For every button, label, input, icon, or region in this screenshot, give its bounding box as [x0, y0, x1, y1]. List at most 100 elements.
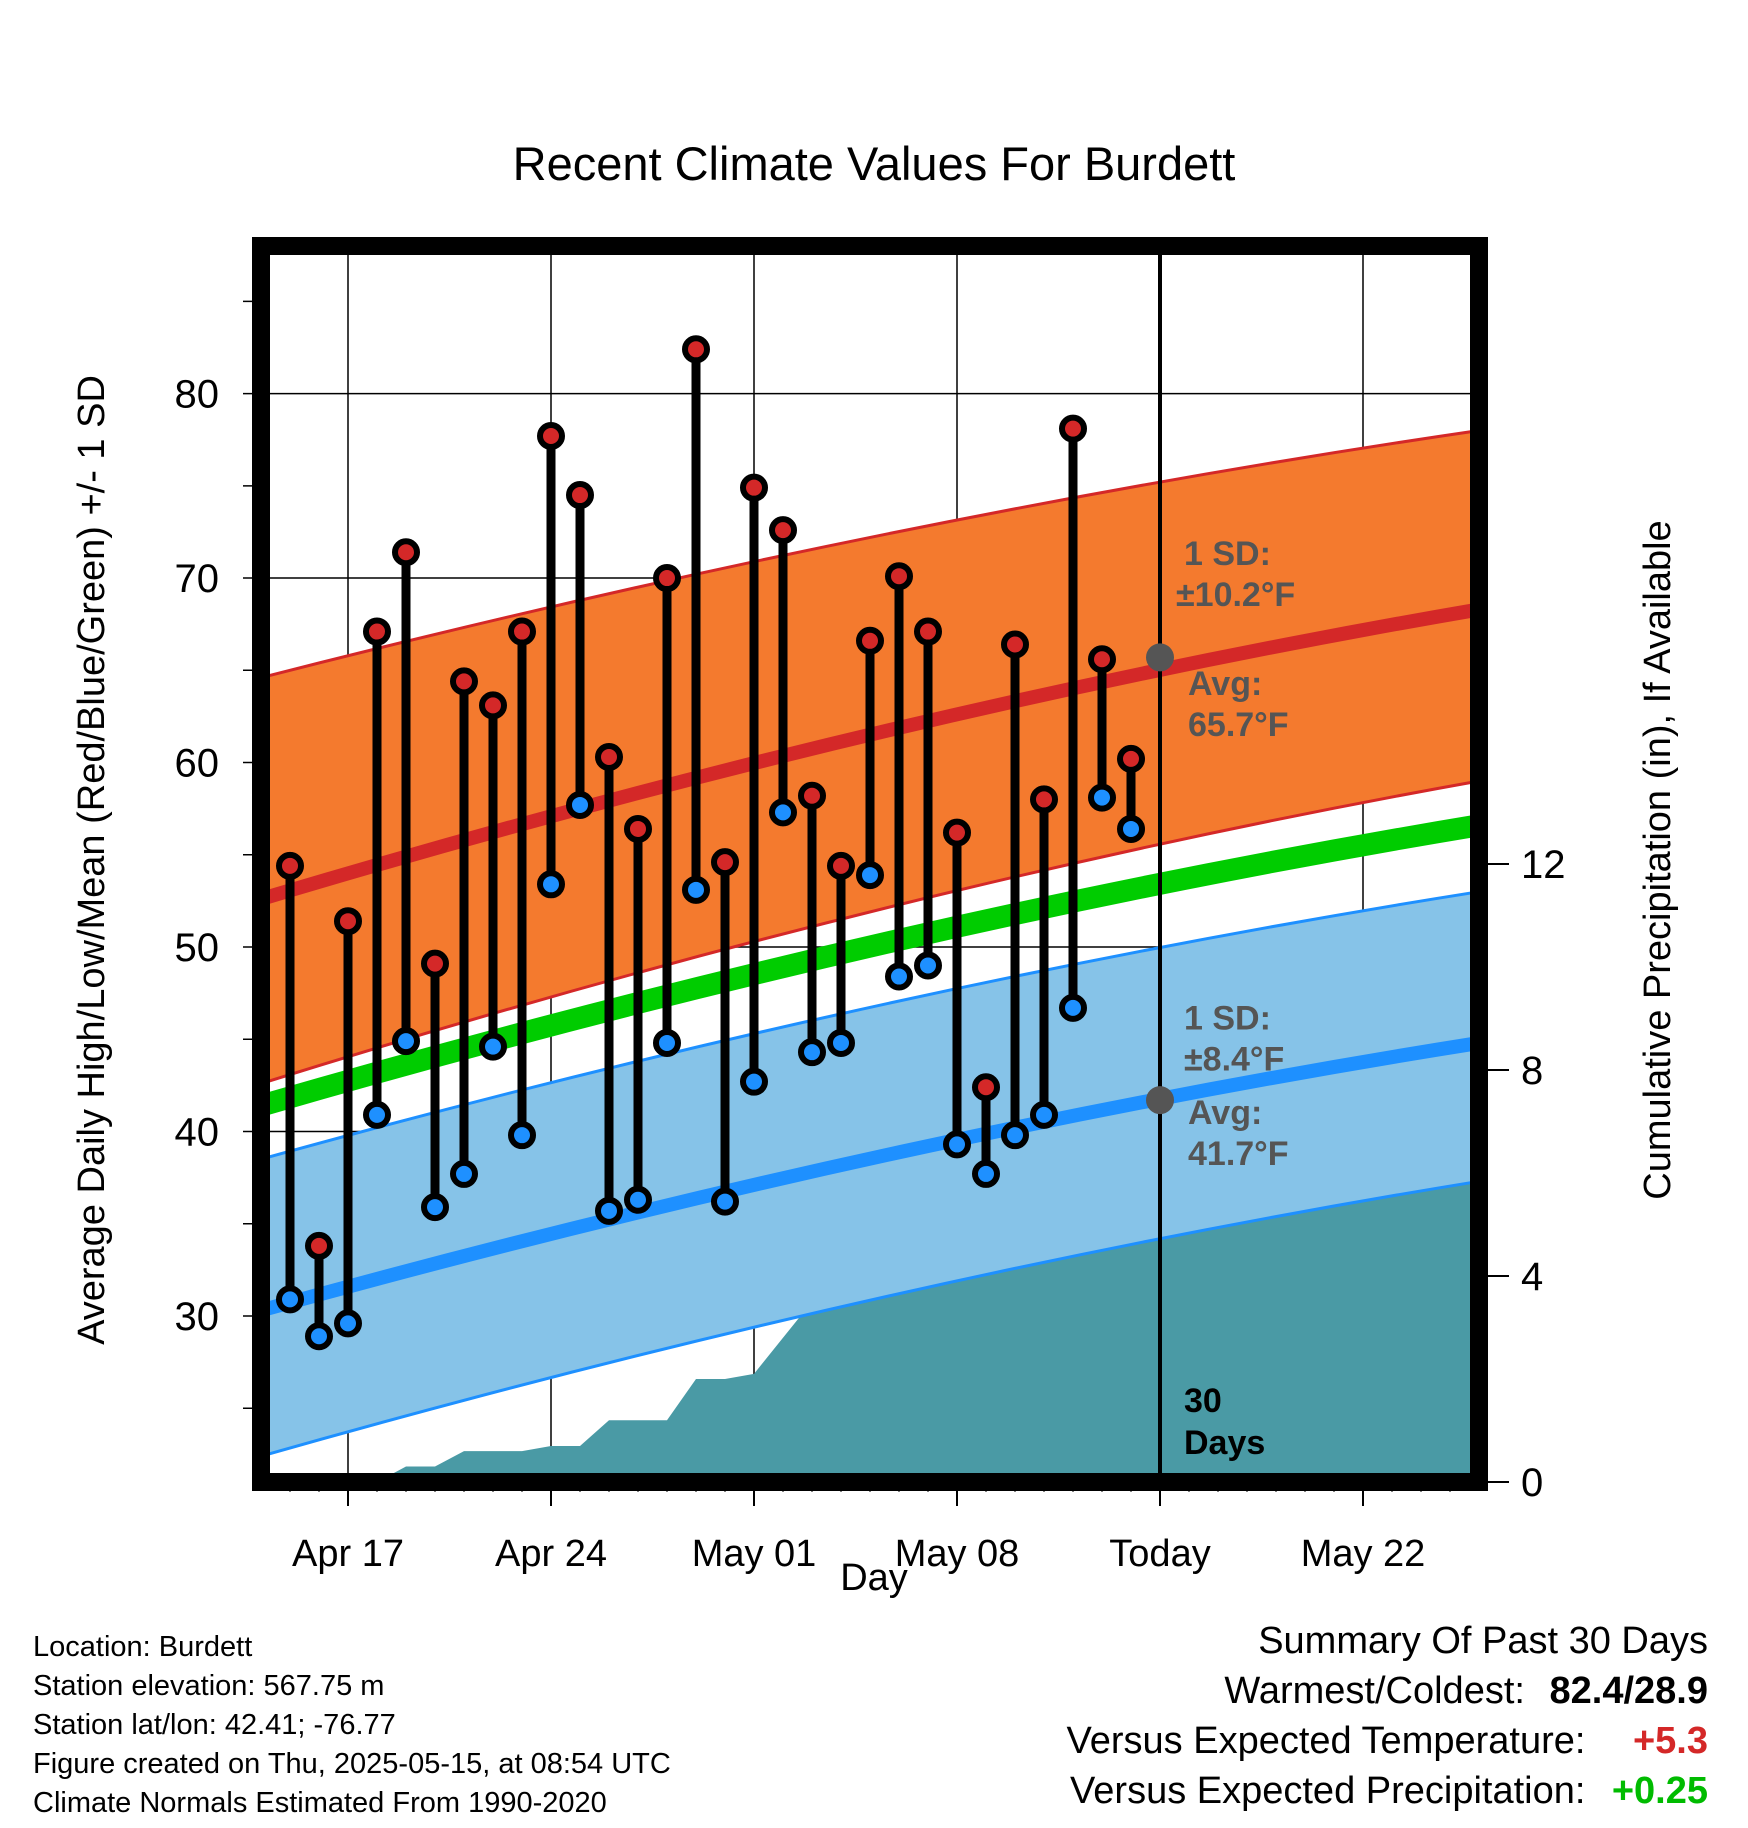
x-tick-label: May 22 — [1301, 1533, 1426, 1575]
low-temp-point — [682, 875, 710, 904]
low-temp-point — [1059, 993, 1087, 1022]
high-sd-annotation: 1 SD: — [1184, 535, 1271, 573]
low-temp-point — [479, 1032, 507, 1061]
low-avg-annotation: 41.7°F — [1188, 1135, 1289, 1173]
low-temp-point — [566, 790, 594, 819]
low-sd-upper-line — [260, 890, 1480, 1161]
y2-tick-label: 12 — [1521, 843, 1566, 887]
high-temp-point — [856, 626, 884, 655]
latlon-text: Station lat/lon: 42.41; -76.77 — [33, 1709, 396, 1741]
station-info: Location: Burdett Station elevation: 567… — [33, 1628, 671, 1823]
low-temp-point — [711, 1187, 739, 1216]
low-temp-point — [276, 1285, 304, 1314]
high-temp-point — [276, 851, 304, 880]
low-temp-point — [885, 962, 913, 991]
summary-precip: Versus Expected Precipitation: +0.25 — [1067, 1766, 1708, 1816]
high-temp-point — [1088, 645, 1116, 674]
high-temp-point — [1030, 785, 1058, 814]
x-tick-label: Today — [1109, 1533, 1210, 1575]
warm-cold-value: 82.4/28.9 — [1549, 1670, 1708, 1712]
high-temp-point — [711, 848, 739, 877]
y2-tick-label: 8 — [1521, 1049, 1543, 1093]
window-label: 30 — [1184, 1382, 1222, 1420]
y-tick-label: 80 — [175, 373, 220, 417]
y-tick-label: 60 — [175, 742, 220, 786]
low-temp-point — [798, 1038, 826, 1067]
low-temp-point — [856, 861, 884, 890]
y2-axis-label: Cumulative Precipitation (in), If Availa… — [1637, 520, 1679, 1199]
x-tick-label: Apr 24 — [495, 1533, 607, 1575]
low-temp-point — [421, 1193, 449, 1222]
low-temp-point — [653, 1028, 681, 1057]
x-axis-label: Day — [840, 1557, 908, 1599]
y-axis-label: Average Daily High/Low/Mean (Red/Blue/Gr… — [71, 375, 113, 1345]
low-sd-annotation: 1 SD: — [1184, 1000, 1271, 1038]
low-temp-point — [537, 870, 565, 899]
elevation-text: Station elevation: 567.75 m — [33, 1670, 385, 1702]
low-temp-point — [1001, 1121, 1029, 1150]
high-temp-point — [566, 481, 594, 510]
high-temp-point — [392, 538, 420, 567]
summary-temp: Versus Expected Temperature: +5.3 — [1067, 1716, 1708, 1766]
low-temp-point — [450, 1159, 478, 1188]
low-temp-point — [740, 1067, 768, 1096]
low-temp-point — [334, 1309, 362, 1338]
high-temp-point — [334, 907, 362, 936]
high-temp-point — [508, 617, 536, 646]
high-temp-point — [305, 1231, 333, 1260]
high-temp-point — [421, 949, 449, 978]
low-temp-point — [972, 1159, 1000, 1188]
low-temp-point — [769, 798, 797, 827]
today-high-avg-marker — [1146, 643, 1174, 672]
y2-tick-label: 0 — [1521, 1461, 1543, 1505]
high-temp-point — [1059, 414, 1087, 443]
low-temp-point — [827, 1028, 855, 1057]
low-temp-point — [392, 1027, 420, 1056]
low-temp-point — [1117, 814, 1145, 843]
low-temp-point — [914, 951, 942, 980]
low-temp-point — [508, 1121, 536, 1150]
temp-label: Versus Expected Temperature: — [1066, 1720, 1586, 1762]
high-temp-point — [624, 814, 652, 843]
climate-chart: Recent Climate Values For Burdett 1 SD:±… — [71, 137, 1679, 1599]
high-temp-point — [595, 743, 623, 772]
normals-text: Climate Normals Estimated From 1990-2020 — [33, 1787, 607, 1819]
high-sd-annotation: ±10.2°F — [1176, 576, 1295, 614]
low-sd-lower-line — [260, 1179, 1480, 1458]
low-sd-annotation: ±8.4°F — [1184, 1041, 1284, 1079]
low-temp-point — [305, 1322, 333, 1351]
y-tick-label: 40 — [175, 1110, 220, 1154]
low-temp-point — [363, 1100, 391, 1129]
low-temp-point — [1030, 1100, 1058, 1129]
low-temp-point — [943, 1130, 971, 1159]
summary-title: Summary Of Past 30 Days — [1258, 1620, 1708, 1662]
high-temp-point — [1001, 630, 1029, 659]
x-tick-label: Apr 17 — [292, 1533, 404, 1575]
high-sd-lower-line — [260, 779, 1480, 1085]
high-temp-point — [1117, 744, 1145, 773]
y-tick-label: 50 — [175, 926, 220, 970]
y-tick-label: 70 — [175, 557, 220, 601]
y-tick-label: 30 — [175, 1295, 220, 1339]
high-sd-upper-line — [260, 428, 1480, 680]
high-temp-point — [798, 781, 826, 810]
window-label: Days — [1184, 1424, 1265, 1462]
y2-tick-label: 4 — [1521, 1255, 1543, 1299]
high-temp-point — [682, 335, 710, 364]
high-temp-point — [885, 562, 913, 591]
high-temp-point — [450, 667, 478, 696]
low-temp-point — [1088, 783, 1116, 812]
created-text: Figure created on Thu, 2025-05-15, at 08… — [33, 1748, 671, 1780]
today-low-avg-marker — [1146, 1086, 1174, 1115]
high-avg-annotation: 65.7°F — [1188, 706, 1289, 744]
low-avg-annotation: Avg: — [1188, 1094, 1262, 1132]
high-avg-annotation: Avg: — [1188, 665, 1262, 703]
low-temp-point — [595, 1196, 623, 1225]
x-tick-label: May 08 — [895, 1533, 1020, 1575]
summary-panel: Summary Of Past 30 Days Warmest/Coldest:… — [1067, 1616, 1708, 1816]
high-temp-point — [972, 1073, 1000, 1102]
low-sd-band — [261, 891, 1479, 1457]
location-text: Location: Burdett — [33, 1631, 253, 1663]
high-temp-point — [740, 473, 768, 502]
high-temp-point — [653, 564, 681, 593]
